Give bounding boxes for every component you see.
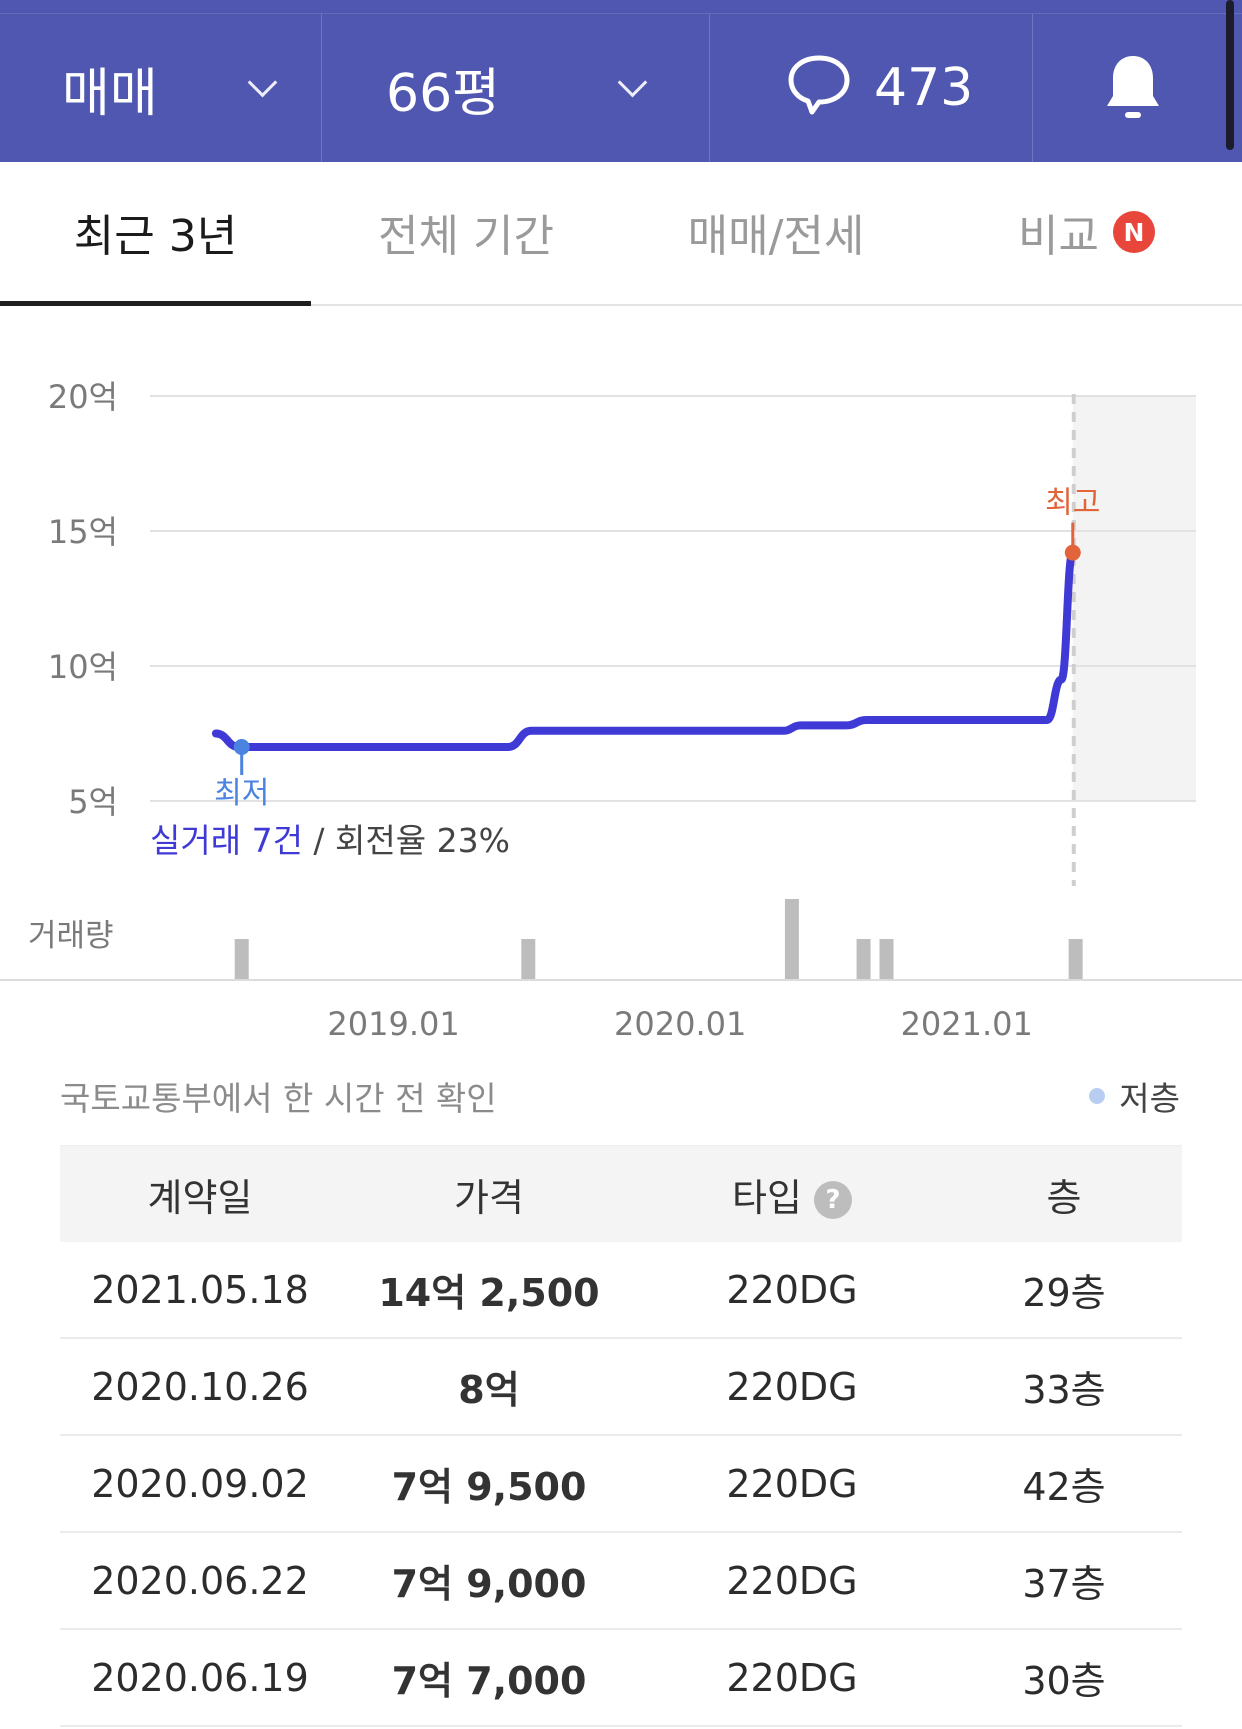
header-type-label: 타입 (732, 1175, 802, 1220)
x-tick-label: 2020.01 (614, 1005, 746, 1043)
tab-all-period[interactable]: 전체 기간 (311, 162, 621, 302)
comments-button[interactable]: 473 (710, 14, 1033, 162)
volume-bar (234, 939, 249, 979)
legend-dot (1089, 1088, 1106, 1104)
chevron-down-icon (247, 67, 278, 98)
volume-bar (856, 939, 871, 979)
cell-floor: 37층 (1022, 1562, 1106, 1606)
cell-type: 220DG (726, 1655, 858, 1700)
table-row[interactable]: 2020.10.26 8억 220DG 33층 (60, 1339, 1182, 1436)
help-icon[interactable]: ? (813, 1181, 852, 1219)
volume-bar (784, 899, 799, 979)
comment-count: 473 (874, 58, 974, 118)
price-chart: 20억 15억 10억 5억 최저 최고 거래량 2019.01 2020.01 2021.… (0, 306, 1242, 1046)
cell-contract-date: 2020.09.02 (91, 1461, 309, 1506)
y-tick-label: 5억 (68, 783, 118, 821)
data-source-note: 국토교통부에서 한 시간 전 확인 (60, 1079, 497, 1118)
cell-contract-date: 2021.05.18 (91, 1267, 309, 1312)
cell-floor: 33층 (1022, 1368, 1106, 1412)
cell-price: 8억 (458, 1368, 520, 1412)
cell-type: 220DG (726, 1461, 858, 1506)
cell-type: 220DG (726, 1558, 858, 1603)
price-chart-svg: 20억 15억 10억 5억 최저 최고 거래량 2019.01 2020.01 2021.… (0, 378, 1242, 1043)
cell-contract-date: 2020.06.19 (91, 1655, 309, 1700)
cell-floor: 42층 (1022, 1465, 1106, 1509)
cell-contract-date: 2020.10.26 (91, 1364, 309, 1409)
cell-contract-date: 2020.06.22 (91, 1558, 309, 1603)
cell-price: 7억 9,500 (391, 1465, 587, 1509)
min-point (233, 739, 250, 755)
header-floor: 층 (1046, 1175, 1082, 1220)
new-badge: N (1112, 211, 1155, 253)
table-row[interactable]: 2020.06.19 7억 7,000 220DG 30층 (60, 1630, 1182, 1727)
y-tick-label: 15억 (48, 513, 118, 551)
cell-floor: 29층 (1022, 1271, 1106, 1315)
table-row[interactable]: 2021.05.18 14억 2,500 220DG 29층 (60, 1242, 1182, 1339)
cell-type: 220DG (726, 1364, 858, 1409)
volume-bar (879, 939, 894, 979)
deal-type-dropdown[interactable]: 매매 (0, 14, 322, 162)
cell-price: 7억 7,000 (391, 1659, 587, 1703)
min-label: 최저 (214, 776, 269, 811)
future-shade (1072, 395, 1196, 801)
max-label: 최고 (1045, 486, 1100, 521)
tab-compare[interactable]: 비교 N (931, 162, 1242, 302)
volume-bar (521, 939, 536, 979)
tab-label: 비교 (1018, 211, 1099, 262)
table-row[interactable]: 2020.09.02 7억 9,500 220DG 42층 (60, 1436, 1182, 1533)
table-row[interactable]: 2020.06.22 7억 9,000 220DG 37층 (60, 1533, 1182, 1630)
x-tick-label: 2021.01 (901, 1005, 1033, 1043)
transactions-table: 계약일 가격 타입? 층 2021.05.18 14억 2,500 220DG 29층… (60, 1145, 1182, 1727)
tab-label: 최근 3년 (73, 211, 238, 262)
table-header: 계약일 가격 타입? 층 (60, 1145, 1182, 1242)
tab-label: 매매/전세 (687, 211, 865, 262)
chevron-down-icon (617, 67, 648, 98)
turnover-rate: 회전율 23% (335, 821, 510, 860)
trade-summary: 실거래 7건 / 회전율 23% (150, 821, 510, 860)
cell-price: 7억 9,000 (391, 1562, 587, 1606)
summary-separator: / (303, 821, 335, 860)
cell-price: 14억 2,500 (378, 1271, 600, 1315)
volume-bar (1068, 939, 1083, 979)
legend: 저층 (1089, 1072, 1180, 1120)
header-contract-date: 계약일 (147, 1175, 253, 1220)
volume-label: 거래량 (28, 918, 114, 954)
legend-label: 저층 (1119, 1079, 1180, 1118)
notification-button[interactable] (1033, 14, 1222, 162)
period-tabs: 최근 3년 전체 기간 매매/전세 비교 N (0, 162, 1242, 306)
tab-sale-lease[interactable]: 매매/전세 (621, 162, 931, 302)
tab-recent-3-years[interactable]: 최근 3년 (0, 162, 311, 302)
bell-icon (1107, 56, 1159, 118)
cell-floor: 30층 (1022, 1659, 1106, 1703)
area-dropdown[interactable]: 66평 (322, 14, 710, 162)
top-divider (0, 0, 1242, 14)
active-tab-indicator (0, 301, 311, 306)
header-type: 타입? (638, 1167, 946, 1222)
header-price: 가격 (454, 1175, 524, 1220)
price-line (211, 548, 1077, 752)
chat-bubble-icon (788, 55, 850, 115)
y-tick-label: 20억 (48, 378, 118, 416)
top-bar: 매매 66평 473 (0, 0, 1242, 162)
area-label: 66평 (386, 63, 501, 124)
deal-count: 실거래 7건 (150, 821, 303, 860)
x-tick-label: 2019.01 (327, 1005, 459, 1043)
deal-type-label: 매매 (62, 63, 158, 124)
cell-type: 220DG (726, 1267, 858, 1312)
scrollbar[interactable] (1226, 0, 1234, 150)
max-point (1064, 544, 1081, 561)
y-tick-label: 10억 (48, 648, 118, 686)
tab-label: 전체 기간 (378, 211, 554, 262)
table-body: 2021.05.18 14억 2,500 220DG 29층 2020.10.26 8억 2… (60, 1242, 1182, 1727)
